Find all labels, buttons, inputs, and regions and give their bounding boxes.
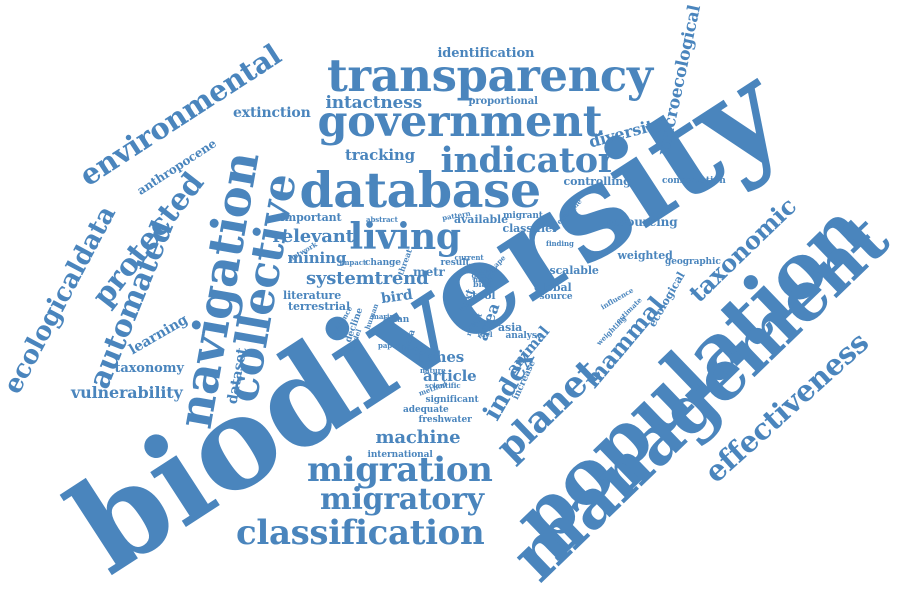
word-global: global xyxy=(534,280,572,294)
word-available: available xyxy=(454,212,509,226)
word-important: important xyxy=(280,210,342,224)
word-indicator: indicator xyxy=(440,139,617,181)
word-impact: impact xyxy=(339,257,367,267)
word-adequate: adequate xyxy=(403,404,449,415)
word-systemtrend: systemtrend xyxy=(306,268,429,289)
word-migration: migration xyxy=(307,450,493,490)
word-metr: metr xyxy=(413,265,445,279)
word-asian: asian xyxy=(383,314,410,325)
word-neural: neural xyxy=(472,265,498,275)
word-bird: bird xyxy=(380,286,414,308)
word-tracking: tracking xyxy=(345,145,415,164)
word-current: current xyxy=(454,252,484,262)
word-abstract: abstract xyxy=(366,214,398,224)
word-classifier: classifier xyxy=(502,221,558,235)
word-result: result xyxy=(440,257,470,268)
word-vulnerability: vulnerability xyxy=(71,383,183,402)
word-significant: significant xyxy=(425,394,479,405)
word-conservation: conservation xyxy=(662,175,726,186)
word-tool: tool xyxy=(472,288,496,302)
word-marine: marine xyxy=(371,311,399,321)
word-proportional: proportional xyxy=(468,96,538,107)
word-intactness: intactness xyxy=(325,92,423,113)
word-taxonomy: taxonomy xyxy=(114,360,184,376)
word-transparency: transparency xyxy=(327,48,653,102)
word-nature: nature xyxy=(420,365,446,375)
word-migratory: migratory xyxy=(320,482,484,517)
word-bias: bias xyxy=(473,279,492,289)
word-driver: driver xyxy=(398,343,422,353)
word-paper: paper xyxy=(378,340,401,350)
word-scalable: scalable xyxy=(549,263,599,277)
word-change: change xyxy=(365,257,401,268)
word-source: source xyxy=(539,291,573,302)
word-asia: asia xyxy=(498,320,523,334)
word-database: database xyxy=(299,160,542,219)
word-weighted: weighted xyxy=(617,248,673,262)
word-extinction: extinction xyxy=(233,105,311,121)
word-identification: identification xyxy=(437,45,535,61)
word-classification: classification xyxy=(236,513,485,553)
word-machine: machine xyxy=(375,427,461,448)
word-analyse: analyse xyxy=(505,330,543,341)
word-fishes: fishes xyxy=(415,347,465,366)
word-scientific: scientific xyxy=(425,380,461,390)
word-terrestrial: terrestrial xyxy=(288,299,351,313)
word-finding: finding xyxy=(546,238,574,248)
word-mining: mining xyxy=(287,248,347,267)
word-resourcing: resourcing xyxy=(606,215,678,229)
word-international: international xyxy=(367,449,433,460)
word-fuel: fuel xyxy=(477,329,493,339)
word-living: living xyxy=(349,216,462,258)
word-relevant: relevant xyxy=(272,226,354,247)
word-article: article xyxy=(423,366,477,385)
word-government: government xyxy=(317,96,603,147)
word-migrant: migrant xyxy=(503,210,543,221)
word-controlling: controlling xyxy=(563,174,631,188)
word-geographic: geographic xyxy=(665,256,721,267)
word-group: group xyxy=(471,270,495,280)
word-literature: literature xyxy=(283,288,342,302)
word-freshwater: freshwater xyxy=(418,414,472,425)
word-more: more xyxy=(473,274,493,284)
